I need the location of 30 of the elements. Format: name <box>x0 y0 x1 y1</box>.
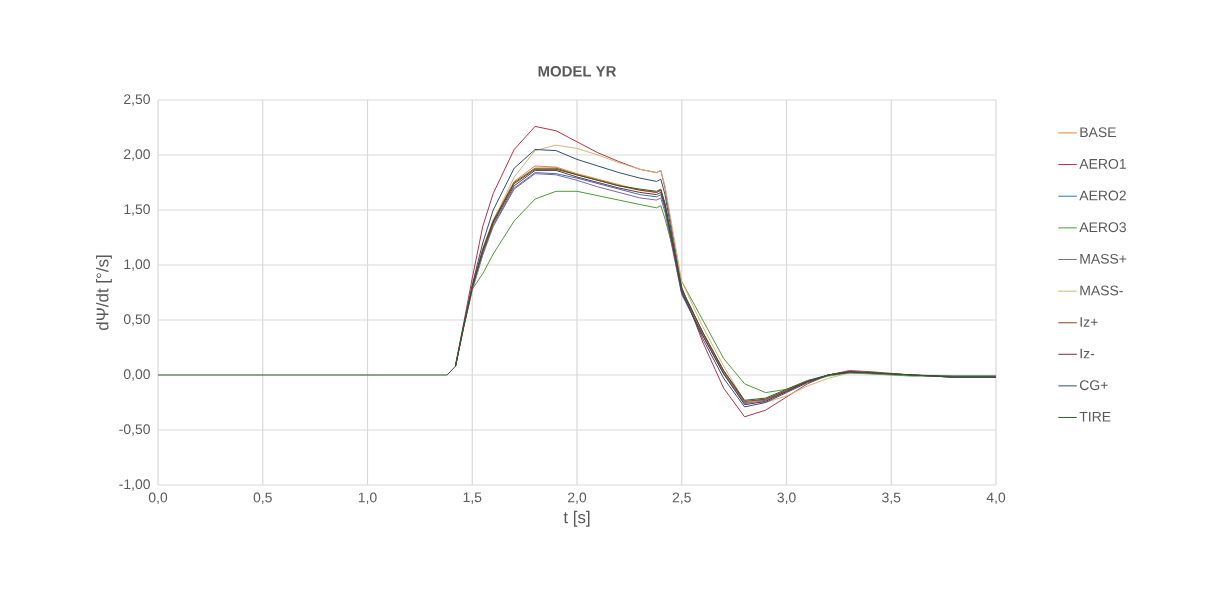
legend-label: CG+ <box>1079 380 1108 391</box>
x-tick-label: 2,0 <box>568 492 587 505</box>
legend-label: MASS+ <box>1080 253 1127 264</box>
x-tick-label: 0,0 <box>148 492 168 505</box>
x-tick-label: 3,5 <box>882 492 901 505</box>
legend-label: AERO3 <box>1079 222 1126 233</box>
x-tick-label: 1,0 <box>358 492 377 505</box>
x-tick-label: 0,5 <box>253 492 272 505</box>
y-axis-title: dΨ/dt [°/s] <box>96 255 112 331</box>
y-tick-label: -1,00 <box>119 479 150 491</box>
legend-label: AERO1 <box>1079 158 1126 169</box>
legend-label: Iz+ <box>1080 317 1098 327</box>
y-tick-label: -0,50 <box>119 424 150 436</box>
y-tick-label: 0,00 <box>123 369 150 381</box>
chart-title: MODEL YR <box>538 65 617 77</box>
x-tick-label: 4,0 <box>986 492 1006 505</box>
x-axis-title: t [s] <box>563 510 590 527</box>
legend-label: BASE <box>1080 127 1116 138</box>
y-tick-label: 2,50 <box>124 94 150 106</box>
x-tick-label: 3,0 <box>777 492 796 505</box>
legend-label: TIRE <box>1079 411 1111 422</box>
x-tick-label: 1,5 <box>463 492 482 504</box>
y-tick-label: 0,50 <box>123 314 150 326</box>
y-tick-label: 2,00 <box>124 149 150 161</box>
legend-label: AERO2 <box>1079 190 1126 201</box>
legend-label: MASS- <box>1080 285 1123 296</box>
y-tick-label: 1,00 <box>124 259 150 271</box>
x-tick-label: 2,5 <box>672 492 691 505</box>
legend-label: Iz- <box>1080 348 1095 359</box>
y-tick-label: 1,50 <box>124 204 150 216</box>
